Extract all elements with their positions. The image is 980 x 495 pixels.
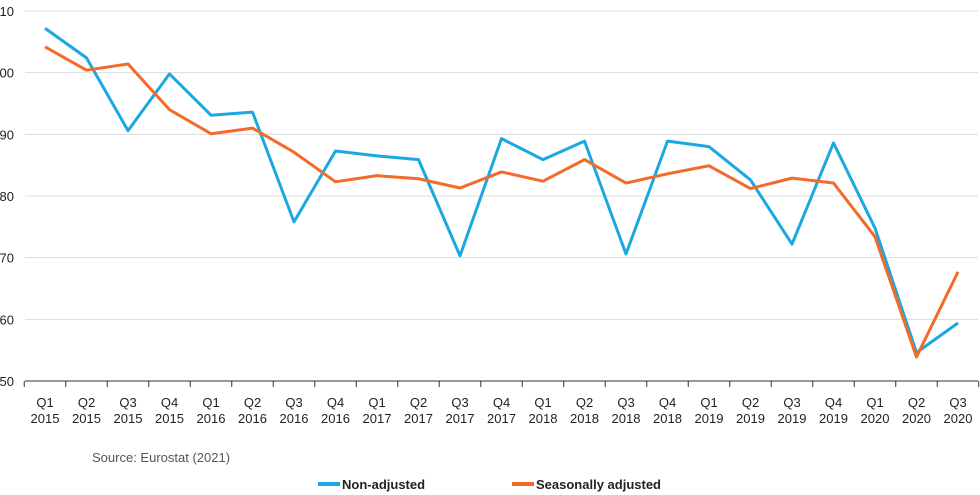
- y-tick-label: 100: [0, 66, 14, 81]
- x-tick-label: Q1 2015: [31, 395, 60, 426]
- x-tick-label: Q1 2018: [529, 395, 558, 426]
- x-tick-year: 2017: [487, 411, 516, 426]
- x-tick-label: Q3 2016: [280, 395, 309, 426]
- x-tick-label: Q4 2016: [321, 395, 350, 426]
- x-tick-label: Q3 2019: [778, 395, 807, 426]
- x-tick-label: Q1 2020: [861, 395, 890, 426]
- x-tick-year: 2020: [902, 411, 931, 426]
- x-tick-label: Q2 2019: [736, 395, 765, 426]
- x-tick-label: Q2 2017: [404, 395, 433, 426]
- x-tick-year: 2015: [72, 411, 101, 426]
- y-tick-label: 90: [0, 127, 14, 142]
- x-tick-year: 2018: [612, 411, 641, 426]
- x-tick-quarter: Q3: [285, 395, 302, 410]
- x-tick-quarter: Q1: [368, 395, 385, 410]
- legend-label: Non-adjusted: [342, 477, 425, 492]
- x-tick-quarter: Q2: [576, 395, 593, 410]
- x-tick-label: Q2 2020: [902, 395, 931, 426]
- x-tick-label: Q3 2015: [114, 395, 143, 426]
- x-tick-year: 2020: [944, 411, 973, 426]
- x-tick-year: 2018: [529, 411, 558, 426]
- x-tick-quarter: Q1: [36, 395, 53, 410]
- source-note: Source: Eurostat (2021): [92, 450, 230, 465]
- x-tick-quarter: Q4: [161, 395, 178, 410]
- x-tick-label: Q4 2019: [819, 395, 848, 426]
- x-tick-quarter: Q1: [700, 395, 717, 410]
- x-tick-label: Q4 2015: [155, 395, 184, 426]
- x-tick-year: 2017: [446, 411, 475, 426]
- x-tick-label: Q1 2016: [197, 395, 226, 426]
- x-tick-quarter: Q1: [866, 395, 883, 410]
- x-tick-label: Q4 2017: [487, 395, 516, 426]
- x-tick-quarter: Q1: [202, 395, 219, 410]
- data-line: [44, 45, 960, 359]
- x-tick-quarter: Q2: [410, 395, 427, 410]
- x-tick-year: 2017: [363, 411, 392, 426]
- x-tick-year: 2020: [861, 411, 890, 426]
- x-tick-year: 2016: [321, 411, 350, 426]
- x-tick-year: 2017: [404, 411, 433, 426]
- x-tick-year: 2019: [736, 411, 765, 426]
- x-tick-quarter: Q4: [493, 395, 510, 410]
- x-tick-quarter: Q3: [617, 395, 634, 410]
- x-tick-quarter: Q1: [534, 395, 551, 410]
- x-tick-quarter: Q2: [78, 395, 95, 410]
- x-tick-quarter: Q2: [244, 395, 261, 410]
- x-tick-year: 2018: [653, 411, 682, 426]
- x-tick-label: Q1 2019: [695, 395, 724, 426]
- x-tick-label: Q1 2017: [363, 395, 392, 426]
- x-tick-quarter: Q2: [742, 395, 759, 410]
- y-tick-label: 60: [0, 312, 14, 327]
- x-tick-year: 2019: [778, 411, 807, 426]
- x-tick-quarter: Q4: [825, 395, 842, 410]
- x-tick-year: 2019: [695, 411, 724, 426]
- y-tick-label: 80: [0, 189, 14, 204]
- y-tick-label: 50: [0, 374, 14, 389]
- x-tick-label: Q4 2018: [653, 395, 682, 426]
- x-tick-year: 2016: [197, 411, 226, 426]
- x-tick-year: 2015: [31, 411, 60, 426]
- x-tick-label: Q2 2015: [72, 395, 101, 426]
- x-tick-label: Q2 2018: [570, 395, 599, 426]
- x-tick-year: 2016: [238, 411, 267, 426]
- y-tick-label: 70: [0, 251, 14, 266]
- x-tick-label: Q3 2020: [944, 395, 973, 426]
- legend-label: Seasonally adjusted: [536, 477, 661, 492]
- x-tick-label: Q3 2018: [612, 395, 641, 426]
- x-tick-year: 2018: [570, 411, 599, 426]
- x-tick-quarter: Q2: [908, 395, 925, 410]
- x-tick-quarter: Q4: [659, 395, 676, 410]
- y-tick-label: 110: [0, 4, 14, 19]
- x-tick-quarter: Q3: [949, 395, 966, 410]
- x-tick-quarter: Q3: [783, 395, 800, 410]
- x-tick-year: 2015: [114, 411, 143, 426]
- data-line: [44, 27, 959, 355]
- x-tick-quarter: Q4: [327, 395, 344, 410]
- x-tick-year: 2016: [280, 411, 309, 426]
- x-tick-year: 2015: [155, 411, 184, 426]
- x-tick-quarter: Q3: [119, 395, 136, 410]
- x-tick-quarter: Q3: [451, 395, 468, 410]
- x-tick-label: Q2 2016: [238, 395, 267, 426]
- x-tick-label: Q3 2017: [446, 395, 475, 426]
- x-tick-year: 2019: [819, 411, 848, 426]
